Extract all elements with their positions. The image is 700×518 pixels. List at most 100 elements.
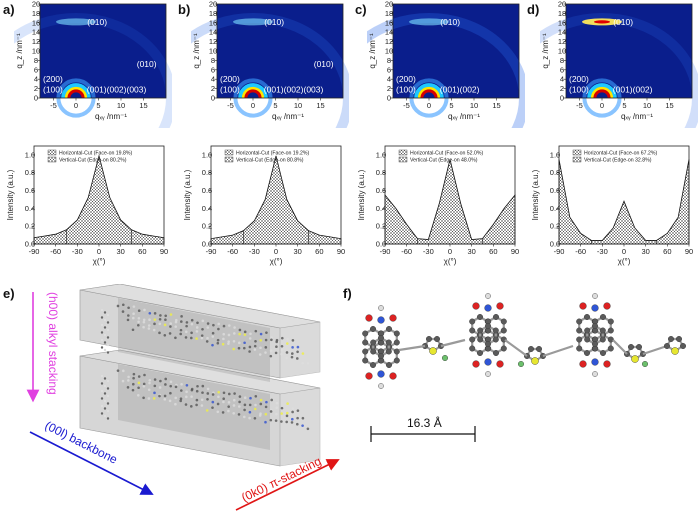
atom	[243, 333, 247, 336]
atom	[291, 346, 294, 349]
y-tick-label: 1.0	[202, 150, 212, 159]
atom	[238, 405, 241, 408]
atom	[216, 410, 220, 414]
atom	[190, 318, 194, 322]
atom	[137, 393, 140, 397]
y-axis-label: q_z /nm⁻¹	[192, 33, 201, 69]
y-tick-label: 0.6	[550, 186, 560, 195]
atom	[179, 328, 183, 332]
atom	[233, 392, 236, 395]
atom	[259, 346, 262, 350]
atom	[275, 345, 278, 349]
x-tick-label: -30	[249, 247, 260, 256]
y-tick-label: 20	[558, 0, 566, 9]
y-tick-label: 16	[558, 18, 566, 27]
atom	[103, 326, 107, 329]
atom	[253, 348, 257, 351]
atom	[132, 305, 136, 308]
atom	[174, 402, 177, 406]
atom	[153, 322, 156, 326]
atom	[179, 397, 183, 401]
legend-entry: Horizontal-Cut (Face-on 19.2%)	[236, 150, 310, 156]
atom	[275, 401, 279, 405]
atom	[243, 330, 247, 334]
atom	[296, 416, 299, 420]
atom	[484, 358, 492, 366]
x-tick-label: -5	[50, 101, 57, 110]
atom	[599, 314, 606, 321]
atom	[222, 337, 225, 341]
atom	[147, 324, 151, 327]
atom	[106, 417, 110, 420]
ring-100-outer	[587, 83, 617, 99]
atom	[285, 356, 289, 360]
atom	[492, 327, 499, 334]
atom	[221, 342, 225, 346]
atom	[222, 400, 225, 404]
atom	[286, 402, 289, 405]
scale-bar-label: 16.3 Å	[407, 415, 442, 430]
y-tick-label: 6	[211, 65, 215, 74]
atom	[200, 336, 204, 340]
y-axis-label: Intensity (a.u.)	[357, 169, 366, 220]
atom	[264, 351, 267, 354]
x-tick-label: 60	[138, 247, 146, 256]
atom	[217, 390, 220, 394]
y-tick-label: 4	[211, 75, 215, 84]
atom	[227, 342, 230, 345]
legend-swatch	[47, 156, 57, 163]
atom	[259, 402, 263, 406]
y-tick-label: 0.6	[25, 186, 35, 195]
y-tick-label: 8	[34, 56, 38, 65]
atom	[148, 311, 152, 315]
y-tick-label: 2	[34, 84, 38, 93]
y-tick-label: 18	[209, 9, 217, 18]
x-tick-label: 0	[274, 247, 278, 256]
atom	[179, 399, 182, 403]
atom	[259, 332, 263, 336]
panel-label-a: a)	[3, 2, 15, 17]
legend-entry: Vertical-Cut (Edge-on 32.8%)	[584, 157, 652, 163]
ring-100-outer	[61, 83, 91, 99]
atom	[201, 327, 204, 331]
y-tick-label: 8	[560, 56, 564, 65]
atom	[477, 327, 484, 334]
atom	[472, 302, 480, 310]
atom	[137, 309, 141, 313]
bond	[440, 338, 466, 348]
atom	[103, 341, 107, 344]
legend-entry: Vertical-Cut (Edge-on 48.0%)	[410, 157, 478, 163]
atom	[100, 331, 104, 334]
atom	[169, 325, 172, 328]
atom	[228, 324, 231, 327]
x-tick-label: 30	[467, 247, 475, 256]
panel-label-e: e)	[3, 286, 15, 301]
atom	[233, 398, 236, 402]
atom	[291, 352, 294, 355]
atom	[291, 407, 295, 410]
atom	[206, 322, 210, 325]
atom	[106, 321, 110, 324]
pole-figure-curve	[33, 154, 165, 245]
atom	[200, 404, 204, 407]
atom	[121, 379, 125, 383]
y-tick-label: 4	[560, 75, 564, 84]
atom	[100, 397, 104, 400]
ring-100-inner	[67, 89, 85, 99]
peak-annotation: (001)(002)	[440, 84, 480, 94]
atom	[211, 331, 215, 335]
diffuse-ring	[191, 13, 349, 128]
y-tick-label: 0.6	[202, 186, 212, 195]
atom	[106, 328, 110, 332]
x-tick-label: -60	[401, 247, 412, 256]
atom	[362, 357, 369, 364]
x-tick-label: 30	[293, 247, 301, 256]
atom	[274, 351, 278, 355]
ring-100-inner	[420, 89, 438, 99]
atom	[222, 332, 225, 336]
peak-annotation: (100)	[220, 84, 240, 94]
peak-annotation: (001)(002)	[613, 84, 653, 94]
x-tick-label: 15	[139, 101, 147, 110]
atom	[599, 327, 606, 334]
atom	[492, 314, 499, 321]
